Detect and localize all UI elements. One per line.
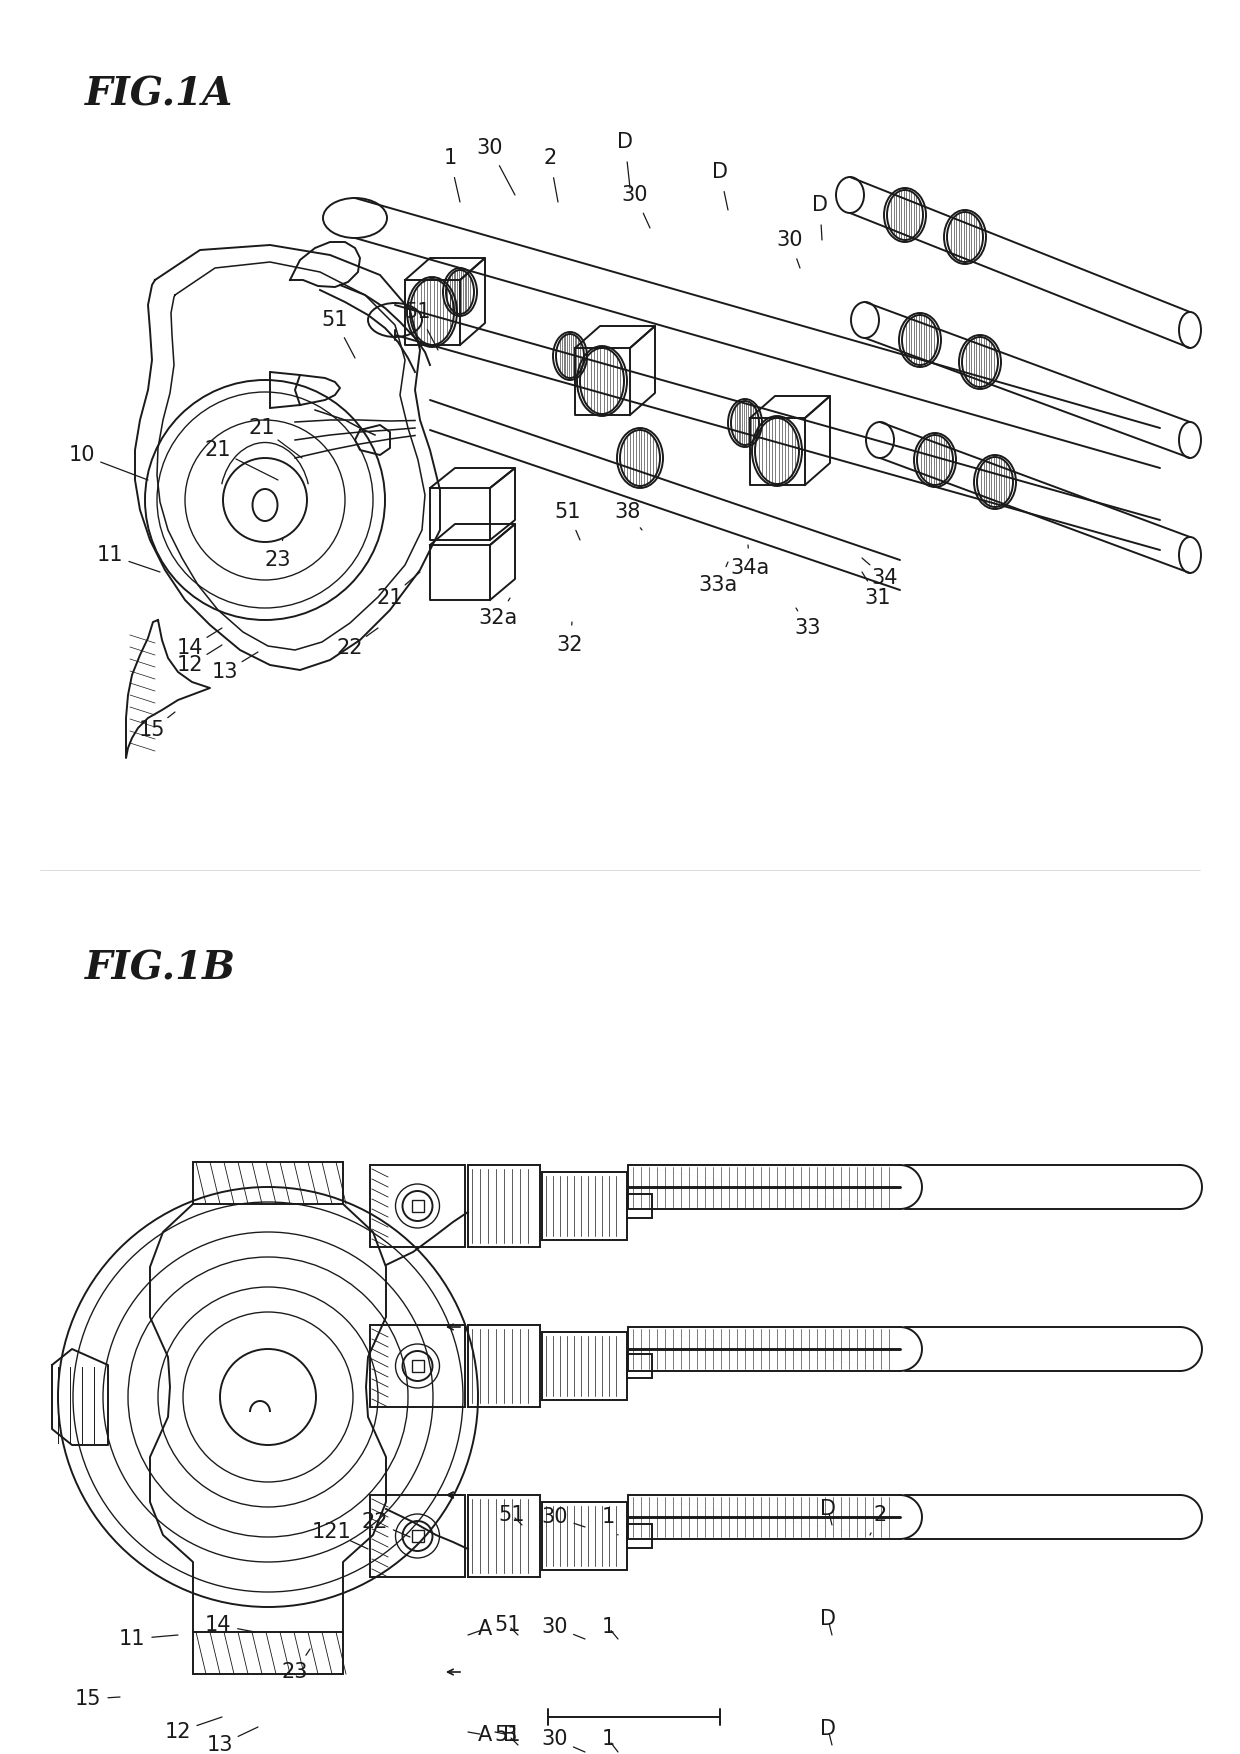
Text: 32: 32: [557, 635, 583, 654]
Text: 23: 23: [265, 551, 291, 570]
Text: 11: 11: [119, 1629, 145, 1649]
Text: 30: 30: [621, 184, 649, 205]
Text: 33a: 33a: [698, 575, 738, 595]
Text: FIG.1A: FIG.1A: [86, 75, 233, 112]
Text: 13: 13: [212, 661, 238, 682]
Text: 51: 51: [321, 310, 348, 330]
Text: FIG.1B: FIG.1B: [86, 949, 236, 988]
Bar: [467, 1324, 539, 1407]
Text: 31: 31: [864, 588, 892, 609]
Text: 21: 21: [249, 417, 275, 438]
Bar: [412, 1529, 424, 1542]
Text: 23: 23: [281, 1663, 309, 1682]
Text: 1: 1: [601, 1729, 615, 1749]
Text: D: D: [820, 1719, 836, 1738]
Text: 51: 51: [554, 502, 582, 523]
Text: 51: 51: [404, 302, 432, 323]
Text: 30: 30: [776, 230, 804, 251]
Text: 21: 21: [205, 440, 231, 460]
Bar: [542, 1331, 627, 1400]
Text: 121: 121: [312, 1522, 352, 1542]
Text: 15: 15: [139, 719, 165, 740]
Text: 30: 30: [476, 139, 503, 158]
Text: A: A: [477, 1619, 492, 1638]
Text: 14: 14: [177, 638, 203, 658]
Text: 11: 11: [97, 545, 123, 565]
Text: 51: 51: [495, 1615, 521, 1635]
Text: 22: 22: [362, 1512, 388, 1531]
Text: 33: 33: [795, 617, 821, 638]
Text: 1: 1: [444, 147, 456, 168]
Text: 22: 22: [337, 638, 363, 658]
Text: 30: 30: [542, 1617, 568, 1636]
Bar: [370, 1494, 465, 1577]
Text: 2: 2: [543, 147, 557, 168]
Text: D: D: [712, 161, 728, 182]
Text: 34a: 34a: [730, 558, 770, 579]
Bar: [193, 1161, 343, 1203]
Text: 38: 38: [615, 502, 641, 523]
Bar: [412, 1200, 424, 1212]
Text: D: D: [820, 1608, 836, 1629]
Text: 34: 34: [872, 568, 898, 588]
Bar: [542, 1172, 627, 1240]
Text: 21: 21: [377, 588, 403, 609]
Text: 1: 1: [601, 1617, 615, 1636]
Bar: [542, 1501, 627, 1570]
Text: D: D: [820, 1500, 836, 1519]
Text: 2: 2: [873, 1505, 887, 1524]
Text: 32a: 32a: [479, 609, 517, 628]
Bar: [627, 1354, 652, 1379]
Text: 10: 10: [68, 446, 95, 465]
Text: 14: 14: [205, 1615, 231, 1635]
Text: 12: 12: [177, 654, 203, 675]
Text: 1: 1: [601, 1507, 615, 1528]
Text: 51: 51: [495, 1724, 521, 1745]
Bar: [412, 1359, 424, 1372]
Bar: [193, 1631, 343, 1673]
Text: D: D: [812, 195, 828, 216]
Bar: [370, 1165, 465, 1247]
Text: 13: 13: [207, 1735, 233, 1754]
Text: B: B: [503, 1724, 517, 1745]
Text: D: D: [618, 132, 632, 153]
Bar: [467, 1494, 539, 1577]
Bar: [370, 1324, 465, 1407]
Bar: [467, 1165, 539, 1247]
Text: 51: 51: [498, 1505, 526, 1524]
Text: 30: 30: [542, 1729, 568, 1749]
Bar: [627, 1194, 652, 1217]
Text: 15: 15: [74, 1689, 102, 1708]
Text: 30: 30: [542, 1507, 568, 1528]
Text: A: A: [477, 1724, 492, 1745]
Bar: [627, 1524, 652, 1549]
Text: 12: 12: [165, 1722, 191, 1742]
